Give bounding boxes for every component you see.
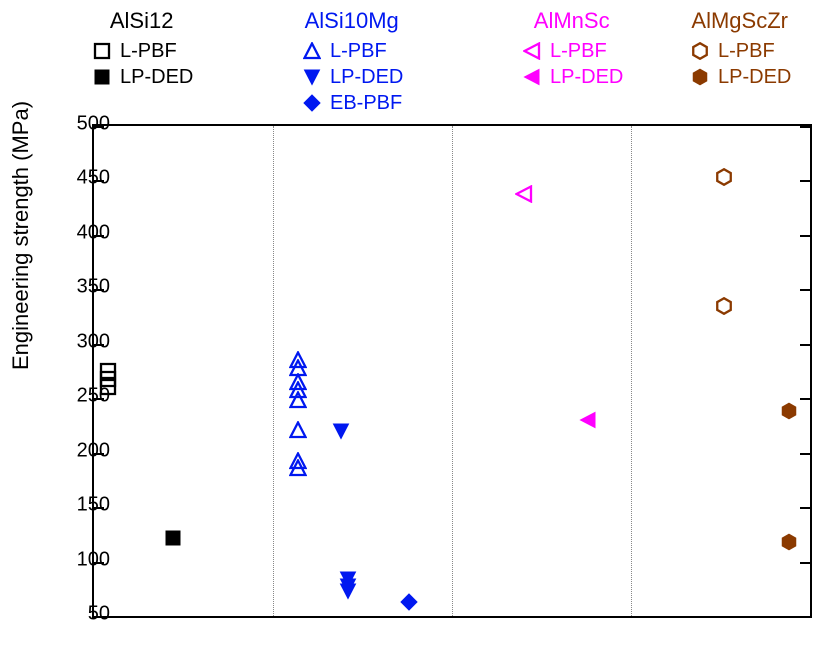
plot-area	[92, 124, 812, 618]
legend: AlSi12 L-PBF LP-DED AlSi10Mg L-PBF LP-DED EB-P…	[0, 0, 836, 120]
legend-item-label: LP-DED	[120, 66, 193, 89]
column-separator	[273, 126, 274, 616]
legend-marker-icon	[300, 65, 324, 89]
y-tick-label: 400	[77, 221, 110, 244]
y-tick-label: 500	[77, 113, 110, 136]
legend-marker-icon	[90, 39, 114, 63]
data-point	[400, 593, 418, 611]
y-tick	[800, 126, 810, 128]
y-tick	[800, 453, 810, 455]
data-point	[780, 402, 798, 420]
data-point	[289, 459, 307, 477]
legend-group-title: AlSi12	[90, 8, 193, 34]
y-tick	[800, 344, 810, 346]
legend-item: LP-DED	[300, 64, 403, 90]
y-tick	[800, 562, 810, 564]
y-tick-label: 100	[77, 548, 110, 571]
y-tick-label: 250	[77, 385, 110, 408]
y-tick	[800, 289, 810, 291]
data-point	[780, 533, 798, 551]
column-separator	[452, 126, 453, 616]
legend-item: L-PBF	[520, 38, 623, 64]
legend-item: EB-PBF	[300, 90, 403, 116]
legend-marker-icon	[688, 65, 712, 89]
legend-item-label: L-PBF	[330, 40, 387, 63]
legend-item: L-PBF	[688, 38, 791, 64]
legend-item-label: L-PBF	[120, 40, 177, 63]
legend-marker-icon	[300, 91, 324, 115]
data-point	[715, 168, 733, 186]
y-tick	[800, 180, 810, 182]
legend-group-title: AlMgScZr	[688, 8, 791, 34]
legend-marker-icon	[90, 65, 114, 89]
y-tick-label: 350	[77, 276, 110, 299]
legend-marker-icon	[520, 65, 544, 89]
legend-item-label: LP-DED	[330, 66, 403, 89]
legend-marker-icon	[300, 39, 324, 63]
y-tick-label: 200	[77, 439, 110, 462]
legend-group: AlSi10Mg L-PBF LP-DED EB-PBF	[300, 8, 403, 116]
figure: AlSi12 L-PBF LP-DED AlSi10Mg L-PBF LP-DED EB-P…	[0, 0, 836, 662]
legend-item-label: LP-DED	[718, 66, 791, 89]
y-tick	[800, 235, 810, 237]
legend-group: AlMnSc L-PBF LP-DED	[520, 8, 623, 90]
y-tick-label: 150	[77, 494, 110, 517]
legend-item-label: L-PBF	[550, 40, 607, 63]
legend-group: AlSi12 L-PBF LP-DED	[90, 8, 193, 90]
column-separator	[631, 126, 632, 616]
data-point	[164, 529, 182, 547]
legend-item: LP-DED	[520, 64, 623, 90]
data-point	[289, 391, 307, 409]
legend-item-label: EB-PBF	[330, 92, 402, 115]
legend-group: AlMgScZr L-PBF LP-DED	[688, 8, 791, 90]
legend-item: L-PBF	[300, 38, 403, 64]
legend-marker-icon	[688, 39, 712, 63]
legend-marker-icon	[520, 39, 544, 63]
y-tick-label: 450	[77, 167, 110, 190]
y-tick-label: 300	[77, 330, 110, 353]
y-tick-label: 50	[88, 603, 110, 626]
legend-item-label: L-PBF	[718, 40, 775, 63]
data-point	[715, 297, 733, 315]
legend-group-title: AlSi10Mg	[300, 8, 403, 34]
data-point	[289, 421, 307, 439]
y-tick	[800, 398, 810, 400]
data-point	[332, 422, 350, 440]
legend-item: L-PBF	[90, 38, 193, 64]
data-point	[579, 411, 597, 429]
y-tick	[800, 616, 810, 618]
y-tick	[800, 507, 810, 509]
data-point	[515, 185, 533, 203]
legend-item: LP-DED	[688, 64, 791, 90]
data-point	[339, 582, 357, 600]
legend-item: LP-DED	[90, 64, 193, 90]
legend-item-label: LP-DED	[550, 66, 623, 89]
y-axis-label: Engineering strength (MPa)	[8, 101, 34, 370]
legend-group-title: AlMnSc	[520, 8, 623, 34]
